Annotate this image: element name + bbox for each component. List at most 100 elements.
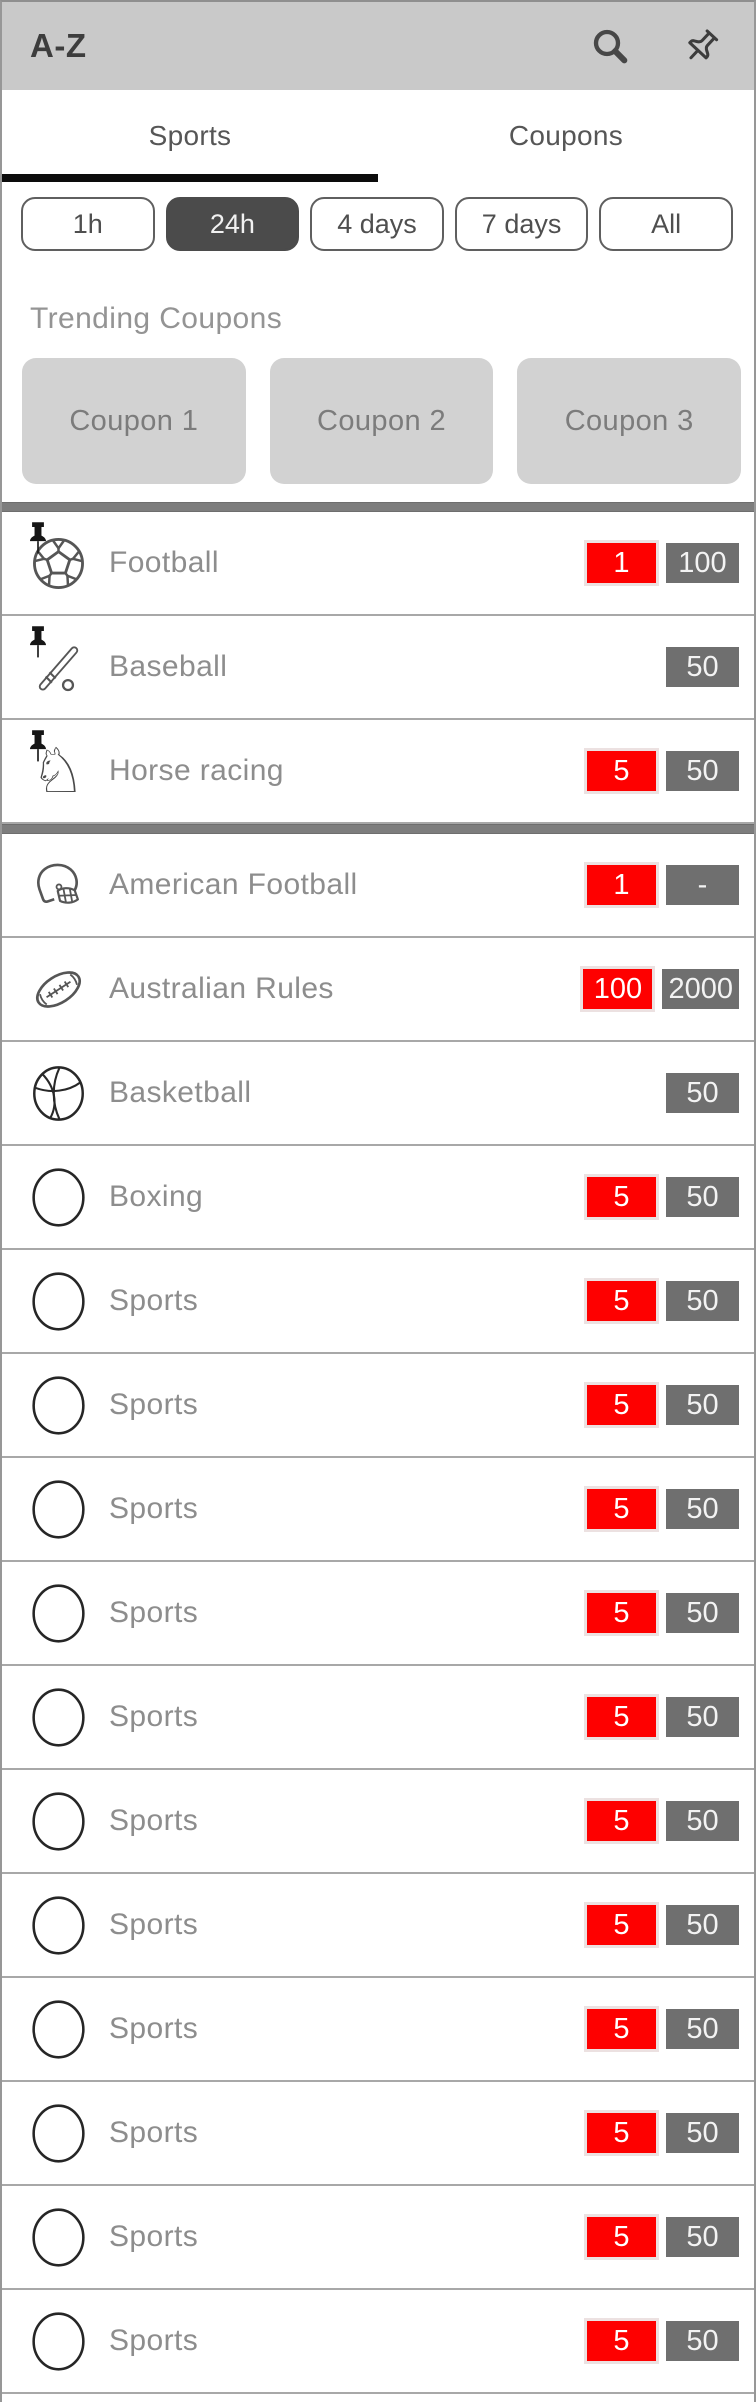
- circle-icon: [27, 1993, 89, 2065]
- badges: 5 50: [584, 1486, 739, 1532]
- sport-row-sports[interactable]: Sports 5 50: [2, 1354, 754, 1458]
- sport-row-australian-rules[interactable]: Australian Rules 100 2000: [2, 938, 754, 1042]
- event-count-badge: 50: [666, 1593, 739, 1633]
- tab-sports[interactable]: Sports: [2, 90, 378, 182]
- sport-row-basketball[interactable]: Basketball 50: [2, 1042, 754, 1146]
- sport-row-american-football[interactable]: American Football 1 -: [2, 834, 754, 938]
- sport-row-sports[interactable]: Sports 5 50: [2, 1770, 754, 1874]
- pinned-icon: [28, 729, 48, 766]
- pinned-icon: [28, 521, 48, 558]
- sport-row-sports[interactable]: Sports 5 50: [2, 1562, 754, 1666]
- sport-row-sports[interactable]: Sports 5 50: [2, 1978, 754, 2082]
- live-count-badge: 1: [584, 540, 659, 586]
- sport-row-baseball[interactable]: Baseball 50: [2, 616, 754, 720]
- sport-row-sports[interactable]: Sports 5 50: [2, 2290, 754, 2394]
- time-filter-button-all[interactable]: All: [599, 197, 733, 251]
- badges: 50: [666, 1073, 739, 1113]
- sport-row-sports[interactable]: Sports 5 50: [2, 2186, 754, 2290]
- live-count-badge: 5: [584, 1694, 659, 1740]
- badges: 50: [666, 647, 739, 687]
- event-count-badge: 50: [666, 2009, 739, 2049]
- pinned-sports-list: Football 1 100 Baseball 50: [2, 512, 754, 824]
- circle-icon: [27, 2201, 89, 2273]
- live-count-badge: 5: [584, 1798, 659, 1844]
- badges: 100 2000: [580, 966, 739, 1012]
- list-separator: [2, 502, 754, 512]
- event-count-badge: 50: [666, 751, 739, 791]
- circle-icon: [27, 1369, 89, 1441]
- time-filter-button-1h[interactable]: 1h: [21, 197, 155, 251]
- event-count-badge: 100: [666, 543, 739, 583]
- sport-row-horse-racing[interactable]: ♘ Horse racing 5 50: [2, 720, 754, 824]
- event-count-badge: 50: [666, 1489, 739, 1529]
- sport-row-football[interactable]: Football 1 100: [2, 512, 754, 616]
- live-count-badge: 5: [584, 748, 659, 794]
- event-count-badge: 50: [666, 1073, 739, 1113]
- event-count-badge: 50: [666, 1385, 739, 1425]
- sport-row-sports[interactable]: Sports 5 50: [2, 1666, 754, 1770]
- circle-icon: [27, 1161, 89, 1233]
- page-title: A-Z: [30, 27, 87, 64]
- live-count-badge: 1: [584, 862, 659, 908]
- badges: 5 50: [584, 1694, 739, 1740]
- search-icon[interactable]: [590, 26, 630, 66]
- coupon-card-coupon-3[interactable]: Coupon 3: [517, 358, 742, 484]
- badges: 5 50: [584, 748, 739, 794]
- basketball-icon: [27, 1057, 89, 1129]
- time-filter-bar: 1h 24h 4 days 7 days All: [2, 182, 754, 251]
- football-helmet-icon: [27, 849, 89, 921]
- time-filter-button-4-days[interactable]: 4 days: [310, 197, 444, 251]
- sport-name: Sports: [109, 2012, 199, 2045]
- time-filter-button-7-days[interactable]: 7 days: [454, 197, 589, 251]
- circle-icon: [27, 1681, 89, 1753]
- list-separator: [2, 824, 754, 834]
- tab-coupons[interactable]: Coupons: [378, 90, 754, 182]
- live-count-badge: 5: [584, 2006, 659, 2052]
- sport-row-sports[interactable]: Sports 5 50: [2, 1874, 754, 1978]
- sport-row-boxing[interactable]: Boxing 5 50: [2, 1146, 754, 1250]
- pushpin-icon[interactable]: [680, 25, 723, 68]
- circle-icon: [27, 2305, 89, 2377]
- live-count-badge: 5: [584, 1590, 659, 1636]
- sport-row-sports[interactable]: Sports 5 50: [2, 1458, 754, 1562]
- live-count-badge: 5: [584, 1486, 659, 1532]
- event-count-badge: 50: [666, 2113, 739, 2153]
- event-count-badge: -: [666, 865, 739, 905]
- horse-icon: ♘: [30, 734, 86, 807]
- sport-name: Horse racing: [109, 754, 284, 787]
- coupon-card-coupon-2[interactable]: Coupon 2: [269, 358, 494, 484]
- time-filter-button-24h[interactable]: 24h: [165, 197, 300, 251]
- sport-name: American Football: [109, 868, 358, 901]
- live-count-badge: 5: [584, 2214, 659, 2260]
- event-count-badge: 50: [666, 1905, 739, 1945]
- sport-row-sports[interactable]: Sports 5 50: [2, 1250, 754, 1354]
- event-count-badge: 50: [666, 1801, 739, 1841]
- event-count-badge: 2000: [662, 969, 739, 1009]
- badges: 5 50: [584, 1798, 739, 1844]
- coupon-card-coupon-1[interactable]: Coupon 1: [22, 358, 246, 484]
- circle-icon: [27, 2097, 89, 2169]
- sports-list: American Football 1 - Australian Rules 1…: [2, 834, 754, 2394]
- app-header: A-Z: [2, 2, 754, 90]
- sport-name: Baseball: [109, 650, 228, 683]
- coupon-row: Coupon 1 Coupon 2 Coupon 3: [2, 336, 754, 502]
- sport-name: Australian Rules: [109, 972, 334, 1005]
- event-count-badge: 50: [666, 1177, 739, 1217]
- circle-icon: [27, 1265, 89, 1337]
- tab-bar: Sports Coupons: [2, 90, 754, 182]
- sport-name: Sports: [109, 1492, 199, 1525]
- sport-row-sports[interactable]: Sports 5 50: [2, 2082, 754, 2186]
- sport-name: Sports: [109, 1908, 199, 1941]
- sport-name: Sports: [109, 1596, 199, 1629]
- badges: 5 50: [584, 1174, 739, 1220]
- live-count-badge: 5: [584, 1382, 659, 1428]
- badges: 1 -: [584, 862, 739, 908]
- live-count-badge: 5: [584, 2110, 659, 2156]
- badges: 5 50: [584, 1278, 739, 1324]
- live-count-badge: 5: [584, 1902, 659, 1948]
- soccer-ball-icon: [27, 527, 89, 599]
- circle-icon: [27, 1889, 89, 1961]
- badges: 5 50: [584, 2006, 739, 2052]
- sport-name: Basketball: [109, 1076, 252, 1109]
- sport-name: Sports: [109, 2324, 199, 2357]
